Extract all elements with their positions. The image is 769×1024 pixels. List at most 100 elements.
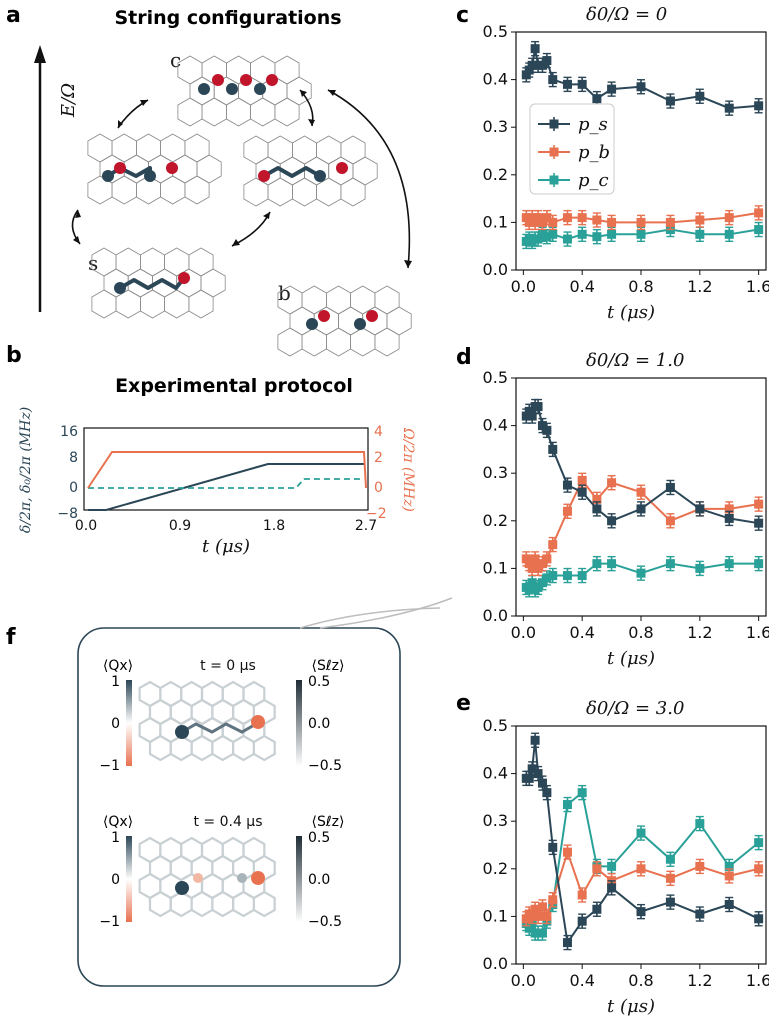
snapshots: ⟨Qx⟩ t = 0 μs ⟨Sℓz⟩ 1 0 −1 0.5 0.0 −0.5 ⟨Qx⟩ t = 0…: [99, 658, 344, 930]
data-point-p_s: [592, 904, 602, 914]
colorbar-right-tick: −0.5: [308, 914, 342, 930]
hexagon-cell: [115, 247, 141, 277]
x-tick-label: 0.8: [628, 623, 653, 642]
data-point-p_b: [754, 208, 764, 218]
hexagon-cell: [115, 289, 141, 319]
y-tick-label: 0.3: [483, 811, 508, 830]
data-point-p_b: [548, 895, 558, 905]
colorbar-left-tick: 0: [111, 716, 120, 732]
hexagon-cell: [87, 133, 113, 163]
data-point-p_c: [537, 578, 547, 588]
data-point-p_b: [754, 864, 764, 874]
data-point-p_s: [527, 411, 537, 421]
data-point-p_c: [548, 229, 558, 239]
hexagon-cell: [164, 289, 190, 319]
snapshot-hexagon: [252, 890, 276, 918]
snapshot-atom: [251, 871, 265, 885]
data-point-p_c: [577, 788, 587, 798]
right-tick: 4: [374, 424, 383, 440]
legend-label: p_s: [578, 114, 608, 135]
panel-b-title: Experimental protocol: [115, 375, 353, 397]
x-tick-label: 1.6: [746, 971, 769, 990]
y-tick-label: 0.5: [483, 22, 508, 41]
panel-b: b Experimental protocol 16 8 0 −8 4 2 0 …: [6, 343, 416, 557]
hexagon-cell: [325, 285, 352, 315]
panel-label-d: d: [456, 345, 472, 370]
arrowhead-icon: [404, 260, 412, 268]
y-tick-label: 0.1: [483, 558, 508, 577]
y-tick-label: 0.4: [483, 70, 508, 89]
data-point-p_s: [577, 916, 587, 926]
data-point-p_c: [754, 225, 764, 235]
snapshot-right-title: ⟨Sℓz⟩: [312, 658, 345, 674]
hexagon-cell: [291, 135, 318, 165]
data-point-p_b: [537, 217, 547, 227]
data-point-p_b: [695, 215, 705, 225]
x-tick-label: 1.2: [687, 971, 712, 990]
left-tick: −8: [57, 506, 78, 522]
snapshot-atom: [193, 873, 203, 883]
panel-label-b: b: [6, 343, 22, 368]
data-point-p_s: [577, 487, 587, 497]
honeycomb-lattice: [91, 247, 226, 319]
hexagon-cell: [274, 55, 300, 85]
data-point-p_s: [537, 778, 547, 788]
left-tick: 0: [69, 480, 78, 496]
data-point-p_b: [607, 217, 617, 227]
hexagon-cell: [386, 306, 412, 336]
hexagon-cell: [139, 289, 166, 319]
honeycomb-lattice: [243, 135, 378, 207]
colorbar-right: [296, 836, 302, 922]
data-point-p_c: [548, 571, 558, 581]
data-point-p_s: [754, 914, 764, 924]
data-point-p_c: [533, 582, 543, 592]
data-point-p_c: [724, 861, 734, 871]
colorbar-left-tick: −1: [99, 914, 120, 930]
hexagon-cell: [243, 177, 269, 207]
chart-panel-e: e δ0/Ω = 3.0 0.0 0.1 0.2 0.3 0.4 0.5 0.0 0.4 0.8 1.…: [456, 691, 769, 1017]
hexagon-cell: [91, 289, 117, 319]
atom-dot: [102, 170, 114, 182]
arrowhead-icon: [308, 119, 315, 126]
hexagon-cell: [111, 175, 137, 205]
hexagon-cell: [177, 97, 203, 127]
data-point-p_c: [577, 229, 587, 239]
hexagon-cell: [374, 327, 400, 357]
atom-dot: [254, 83, 266, 95]
transition-arrows: [71, 89, 411, 269]
data-point-p_s: [542, 788, 552, 798]
snapshot-left-title: ⟨Qx⟩: [103, 658, 133, 674]
data-point-p_b: [524, 217, 534, 227]
arrowhead-icon: [118, 120, 123, 128]
data-point-p_s: [524, 406, 534, 416]
hexagon-cell: [243, 135, 269, 165]
data-point-p_s: [724, 513, 734, 523]
data-point-p_b: [542, 554, 552, 564]
hexagon-cell: [291, 177, 318, 207]
honeycomb-lattices: [87, 55, 412, 357]
hexagon-cell: [188, 289, 214, 319]
protocol-plot-frame: [83, 427, 369, 511]
y-tick-label: 0.5: [483, 716, 508, 735]
data-point-p_s: [724, 900, 734, 909]
legend-marker: [549, 147, 559, 157]
y-tick-label: 0.1: [483, 212, 508, 231]
arrowheads: [73, 90, 412, 268]
data-point-p_s: [562, 938, 572, 948]
hexagon-cell: [325, 327, 352, 357]
string-bond: [119, 276, 186, 290]
hexagon-cell: [316, 135, 342, 165]
x-tick-label: 1.6: [746, 277, 769, 296]
panel-label-c: c: [456, 3, 469, 28]
x-axis-label: t (μs): [607, 302, 655, 323]
snapshot-left-title: ⟨Qx⟩: [103, 814, 133, 830]
data-point-p_c: [636, 828, 646, 838]
hexagon-cell: [350, 285, 376, 315]
data-point-p_b: [524, 559, 534, 569]
data-point-p_s: [665, 482, 675, 492]
right-tick: 0: [374, 480, 383, 496]
y-tick-label: 0.4: [483, 764, 508, 783]
atom-dot: [166, 162, 178, 174]
colorbar-right-tick: 0.5: [308, 830, 330, 846]
zoom-connector: [319, 597, 453, 629]
